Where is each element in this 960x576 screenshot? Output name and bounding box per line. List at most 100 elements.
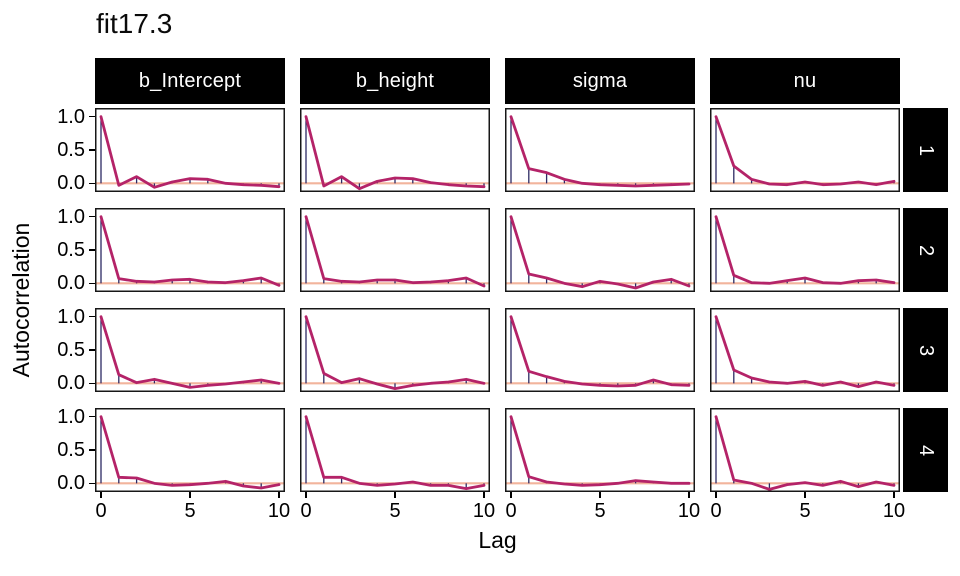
x-tick-label: 10 [472, 500, 496, 522]
lag-segments [305, 216, 485, 286]
x-tick-mark [189, 492, 191, 498]
x-tick-label: 0 [300, 500, 312, 522]
facet-column-strip-label: sigma [572, 69, 628, 92]
x-tick-label: 5 [184, 500, 196, 522]
acf-panel-canvas [505, 308, 695, 392]
x-tick-label: 0 [505, 500, 517, 522]
x-tick-label: 10 [677, 500, 701, 522]
y-tick-label: 1.0 [57, 205, 85, 228]
x-tick-mark [278, 492, 280, 498]
x-tick-label: 5 [594, 500, 606, 522]
acf-line [714, 115, 896, 187]
facet-row-strip-2: 2 [903, 208, 948, 292]
y-tick-mark [89, 349, 95, 351]
acf-panel-sigma-chain-4 [505, 408, 695, 492]
y-tick-label: 0.5 [57, 339, 85, 361]
acf-panel-canvas [505, 408, 695, 492]
acf-panel-canvas [505, 208, 695, 292]
y-tick-label: 0.5 [57, 139, 85, 161]
x-tick-mark [893, 492, 895, 498]
acf-line [99, 315, 281, 389]
acf-panel-nu-chain-4 [710, 408, 900, 492]
panel-border [710, 408, 900, 492]
x-tick-mark [100, 492, 102, 498]
x-tick-mark [688, 492, 690, 498]
acf-panel-b_height-chain-4 [300, 408, 490, 492]
x-tick-mark [394, 492, 396, 498]
lag-segments [510, 116, 690, 186]
acf-panel-sigma-chain-1 [505, 108, 695, 192]
lag-segments [100, 216, 280, 286]
acf-panel-canvas [505, 108, 695, 192]
x-tick-label: 0 [95, 500, 107, 522]
panel-border [505, 408, 695, 492]
x-tick-label: 10 [267, 500, 291, 522]
acf-line [99, 215, 281, 287]
acf-panel-sigma-chain-2 [505, 208, 695, 292]
acf-panel-canvas [710, 408, 900, 492]
x-tick-label: 10 [882, 500, 906, 522]
plot-title: fit17.3 [96, 8, 173, 39]
acf-panel-sigma-chain-3 [505, 308, 695, 392]
facet-row-strip-label: 2 [915, 244, 937, 256]
acf-line [304, 215, 486, 288]
y-tick-mark [89, 215, 95, 218]
acf-panel-canvas [95, 308, 285, 392]
y-tick-label: 0.0 [57, 172, 85, 195]
panel-border [300, 108, 490, 192]
acf-panel-b_Intercept-chain-2 [95, 208, 285, 292]
lag-segments [510, 316, 690, 386]
facet-column-strip-b_height: b_height [300, 58, 490, 104]
lag-segments [715, 216, 895, 284]
facet-column-strip-nu: nu [710, 58, 900, 104]
acf-line [714, 415, 896, 491]
lag-segments [715, 116, 895, 185]
acf-panel-canvas [710, 308, 900, 392]
acf-panel-b_Intercept-chain-1 [95, 108, 285, 192]
acf-line [714, 215, 896, 285]
acf-panel-canvas [710, 108, 900, 192]
acf-panel-b_height-chain-3 [300, 308, 490, 392]
panel-border [710, 308, 900, 392]
y-tick-mark [89, 315, 95, 318]
panel-border [95, 408, 285, 492]
panel-border [95, 108, 285, 192]
acf-panel-canvas [95, 408, 285, 492]
x-tick-label: 5 [389, 500, 401, 522]
acf-panel-canvas [300, 408, 490, 492]
y-tick-mark [89, 249, 95, 251]
facet-row-strip-1: 1 [903, 108, 948, 192]
y-axis-title: Autocorrelation [8, 222, 34, 378]
y-tick-mark [89, 449, 95, 451]
acf-panel-b_height-chain-2 [300, 208, 490, 292]
acf-line [304, 315, 486, 391]
panel-border [710, 108, 900, 192]
acf-panel-nu-chain-1 [710, 108, 900, 192]
acf-line [304, 115, 486, 191]
acf-line [509, 115, 691, 188]
y-tick-mark [89, 115, 95, 118]
facet-column-strip-label: b_Intercept [138, 69, 242, 92]
x-tick-mark [599, 492, 601, 498]
y-tick-label: 0.0 [57, 272, 85, 295]
x-tick-label: 5 [799, 500, 811, 522]
panel-border [505, 208, 695, 292]
panel-border [505, 108, 695, 192]
y-tick-label: 0.5 [57, 439, 85, 461]
y-tick-mark [89, 482, 95, 485]
lag-segments [715, 316, 895, 387]
facet-row-strip-label: 4 [915, 444, 937, 456]
acf-line [714, 315, 896, 389]
acf-line [99, 115, 281, 189]
y-tick-label: 1.0 [57, 105, 85, 128]
lag-segments [100, 316, 262, 388]
x-tick-mark [305, 492, 307, 498]
y-tick-mark [89, 149, 95, 151]
acf-line [509, 215, 691, 290]
panel-border [300, 408, 490, 492]
acf-line [304, 415, 486, 491]
panel-border [300, 308, 490, 392]
y-tick-mark [89, 382, 95, 385]
acf-panel-b_Intercept-chain-4 [95, 408, 285, 492]
